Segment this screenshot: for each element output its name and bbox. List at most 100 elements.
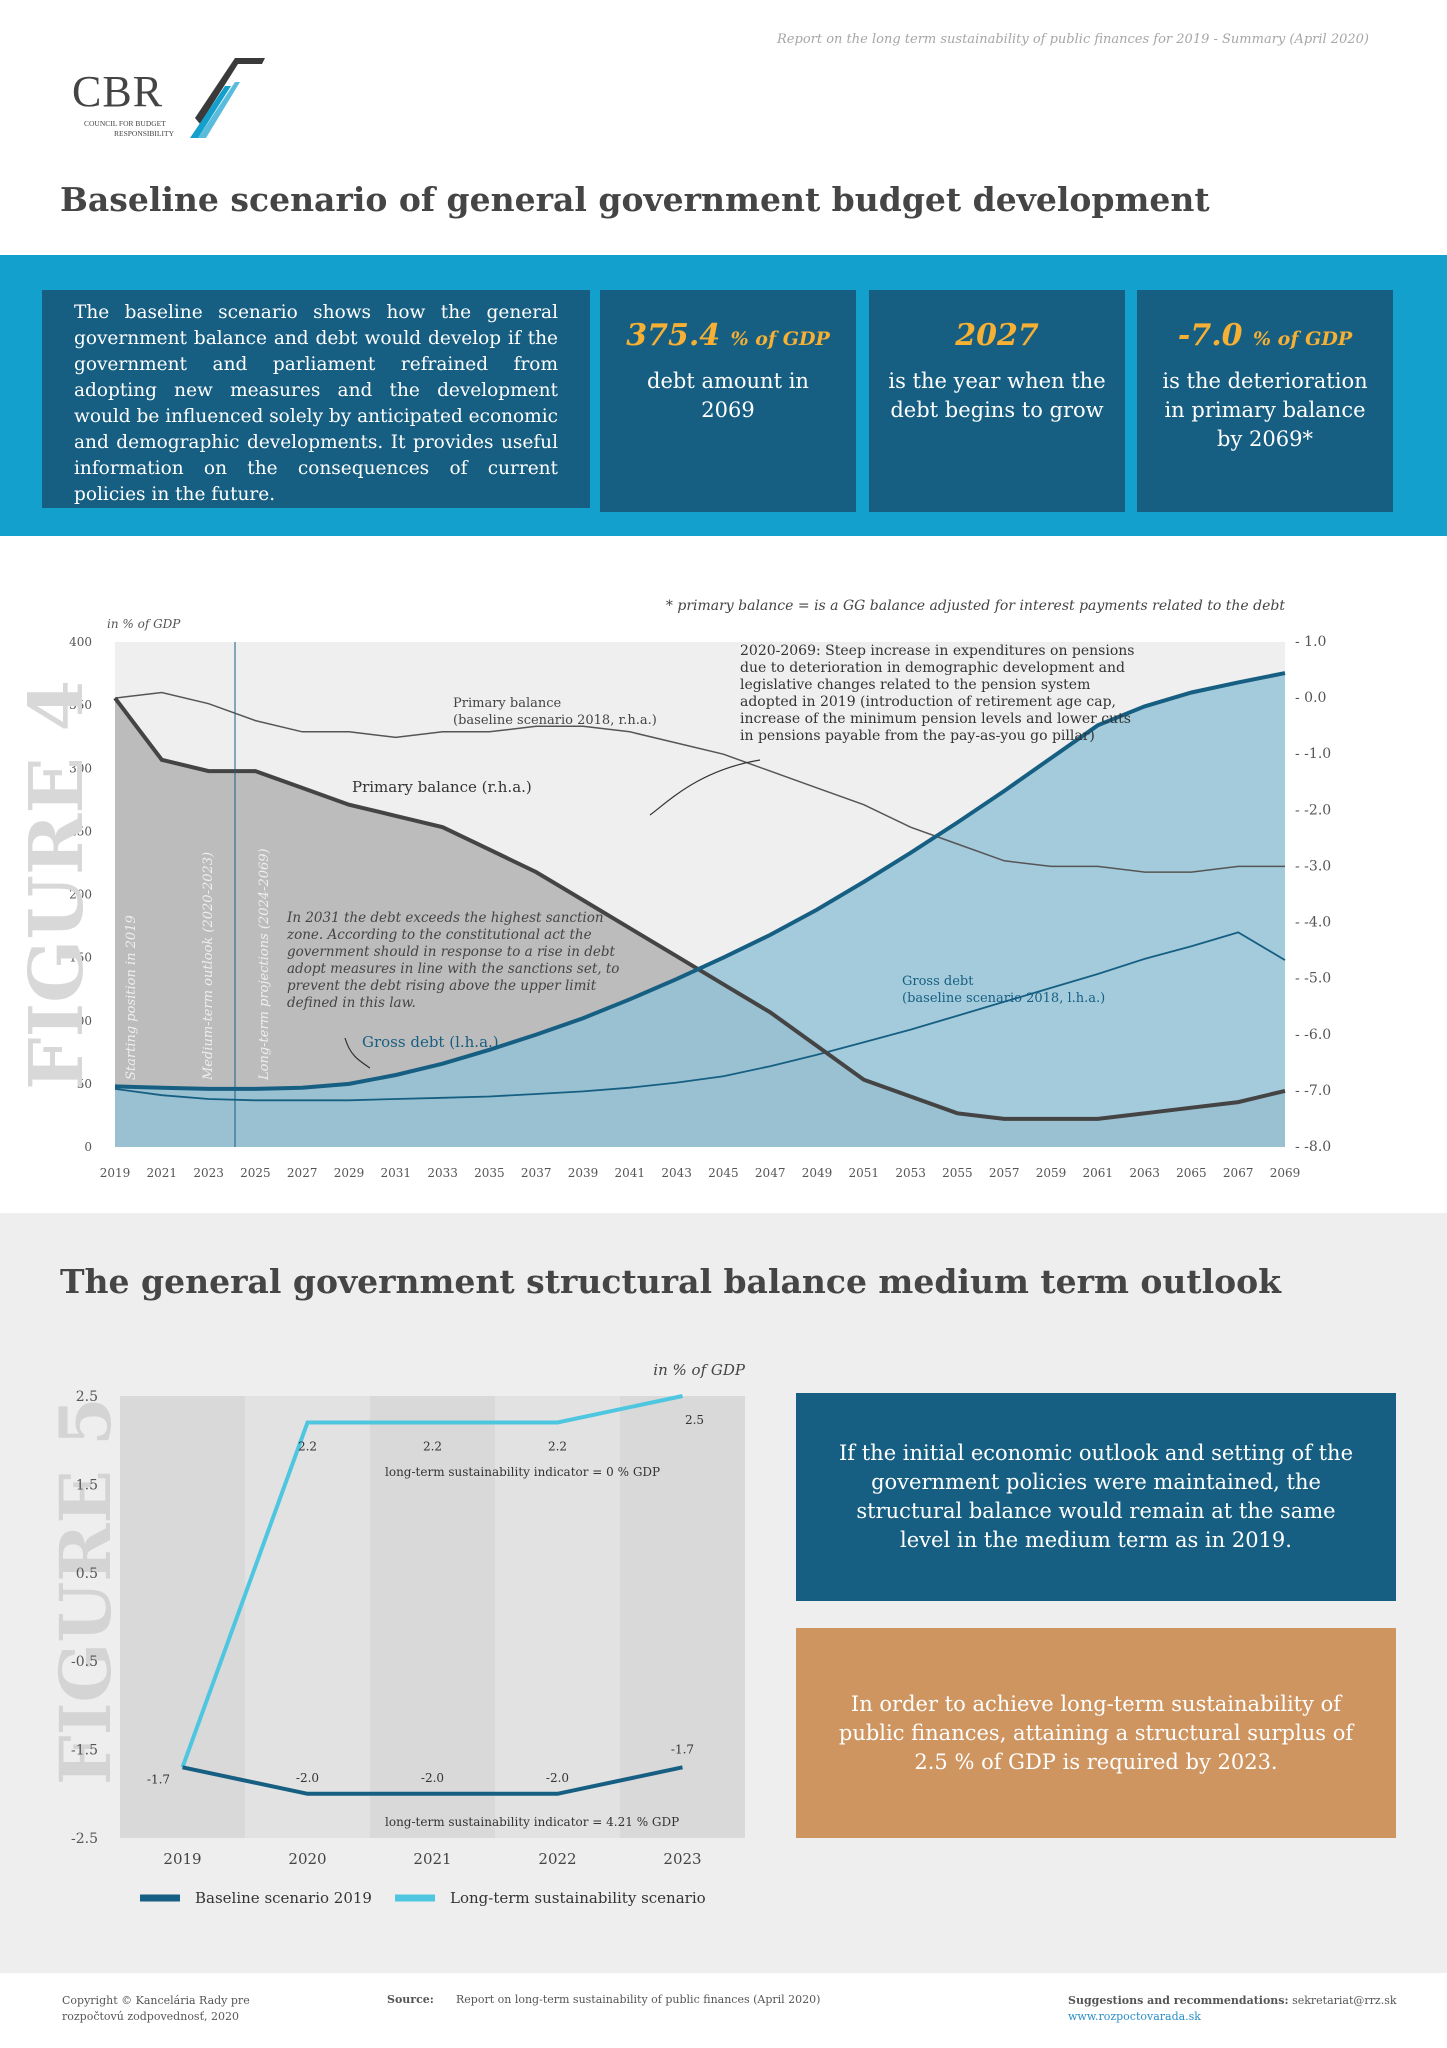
x-axis-tick: 2063 [1129,1166,1160,1180]
x-axis-tick: 2041 [615,1166,646,1180]
x-axis-tick: 2022 [538,1850,576,1868]
annotation-pensions-line: due to deterioration in demographic deve… [740,660,1125,676]
left-axis-tick: 0 [84,1140,92,1154]
annotation-pensions-line: in pensions payable from the pay-as-you … [740,728,1095,744]
x-axis-tick: 2047 [755,1166,786,1180]
annotation-sanction-line: defined in this law. [287,995,416,1011]
kpi-label: debt amount in 2069 [647,369,809,422]
right-axis-tick: - -3.0 [1295,858,1331,874]
x-axis-tick: 2035 [474,1166,505,1180]
right-axis-tick: - -7.0 [1295,1083,1331,1099]
kpi-unit: % of GDP [730,328,830,350]
annotation-sanction-line: zone. According to the constitutional ac… [286,927,592,943]
kpi-unit: % of GDP [1252,328,1353,350]
x-axis-tick: 2027 [287,1166,318,1180]
x-axis-tick: 2051 [849,1166,880,1180]
x-axis-tick: 2025 [240,1166,271,1180]
y-axis-tick: 2.5 [76,1389,98,1405]
x-axis-tick: 2055 [942,1166,973,1180]
x-axis-tick: 2023 [663,1850,701,1868]
right-axis-tick: - -8.0 [1295,1139,1331,1155]
baseline-value-label: -2.0 [546,1771,569,1785]
label-gross-debt-2018-sub: (baseline scenario 2018, l.h.a.) [902,991,1105,1006]
footnote: * primary balance = is a GG balance adju… [666,598,1285,614]
category-band [245,1396,370,1838]
cbr-logo: CBR COUNCIL FOR BUDGET RESPONSIBILITY [70,56,280,146]
annotation-pensions-line: adopted in 2019 (introduction of retirem… [740,694,1116,710]
right-axis-tick: - -4.0 [1295,915,1331,931]
indicator-bottom-label: long-term sustainability indicator = 4.2… [385,1815,679,1829]
intro-text: The baseline scenario shows how the gene… [42,290,590,508]
left-axis-tick: 350 [69,698,92,712]
label-primary-balance: Primary balance (r.h.a.) [352,778,532,796]
left-axis-tick: 250 [69,824,92,838]
kpi-year: 2027 is the year when the debt begins to… [869,290,1125,512]
page-title: Baseline scenario of general government … [60,180,1210,219]
annotation-sanction-line: prevent the debt rising above the upper … [287,978,597,994]
logo-subtitle: COUNCIL FOR BUDGET RESPONSIBILITY [84,119,175,138]
y-axis-unit: in % of GDP [653,1361,746,1379]
footer-suggestions: Suggestions and recommendations: sekreta… [1068,1994,1397,2023]
right-axis-tick: - 0.0 [1295,690,1326,706]
right-axis-tick: - -6.0 [1295,1027,1331,1043]
x-axis-tick: 2021 [413,1850,451,1868]
x-axis-tick: 2061 [1083,1166,1114,1180]
gross-debt-line [114,671,1286,1091]
gross-debt-area [115,673,1285,1147]
period-label: Starting position in 2019 [124,915,139,1080]
kpi-value: 2027 [955,318,1039,353]
kpi-debt: 375.4 % of GDP debt amount in 2069 [600,290,856,512]
figure-4: 0 50 100 150 200 250 300 350 400 - 1.0 - 0.0 - -1.0… [0,580,1447,1200]
baseline-value-label: -1.7 [671,1742,694,1756]
sustainability-value-label: 2.5 [685,1413,704,1427]
x-axis-tick: 2053 [895,1166,926,1180]
logo-text: CBR [72,67,164,116]
indicator-top-label: long-term sustainability indicator = 0 %… [385,1465,660,1479]
x-axis-tick: 2033 [427,1166,458,1180]
left-axis-tick: 50 [77,1077,92,1091]
message-baseline: If the initial economic outlook and sett… [796,1393,1396,1601]
annotation-sanction-arrow [344,1037,371,1069]
label-gross-debt: Gross debt (l.h.a.) [362,1033,499,1051]
baseline-value-label: -2.0 [421,1771,444,1785]
primary-balance-area [115,698,1285,1147]
right-axis-tick: - 1.0 [1295,634,1326,650]
period-label: Long-term projections (2024-2069) [257,848,272,1081]
kpi-value: 375.4 [626,318,721,353]
overlap-area [115,673,1285,1147]
x-axis-tick: 2049 [802,1166,833,1180]
annotation-pensions-line: legislative changes related to the pensi… [740,677,1090,693]
left-axis-tick: 100 [69,1014,92,1028]
period-label: Medium-term outlook (2020-2023) [201,852,216,1081]
x-axis-tick: 2067 [1223,1166,1254,1180]
x-axis-tick: 2023 [193,1166,224,1180]
kpi-label: is the deterioration in primary balance … [1162,369,1368,451]
footer-url-link[interactable]: www.rozpoctovarada.sk [1068,2010,1201,2023]
left-axis-tick: 300 [69,761,92,775]
x-axis-tick: 2045 [708,1166,739,1180]
annotation-pensions-line: 2020-2069: Steep increase in expenditure… [740,643,1134,659]
left-axis-tick: 150 [69,951,92,965]
sustainability-value-label: 2.2 [423,1440,442,1454]
y-axis-tick: 0.5 [76,1566,98,1582]
gross-debt-2018-line [114,931,1286,1102]
baseline-value-label: -1.7 [147,1772,170,1786]
x-axis-tick: 2059 [1036,1166,1067,1180]
left-axis-unit: in % of GDP [107,617,181,631]
right-axis-tick: - -5.0 [1295,971,1331,987]
kpi-value: -7.0 [1177,318,1243,353]
x-axis-tick: 2029 [334,1166,365,1180]
x-axis-tick: 2021 [147,1166,178,1180]
message-sustainability: In order to achieve long-term sustainabi… [796,1628,1396,1838]
x-axis-tick: 2031 [381,1166,412,1180]
label-primary-balance-2018-sub: (baseline scenario 2018, r.h.a.) [453,713,657,728]
y-axis-tick: -0.5 [71,1654,98,1670]
x-axis-tick: 2020 [288,1850,326,1868]
section-2-title: The general government structural balanc… [60,1262,1282,1301]
label-primary-balance-2018: Primary balance [453,696,562,711]
annotation-sanction-line: government should in response to a rise … [287,944,616,960]
kpi-primary-balance: -7.0 % of GDP is the deterioration in pr… [1137,290,1393,512]
right-axis-tick: - -2.0 [1295,802,1331,818]
logo-mark-icon [190,58,265,138]
footer-source-label: Source: [387,1993,434,2006]
